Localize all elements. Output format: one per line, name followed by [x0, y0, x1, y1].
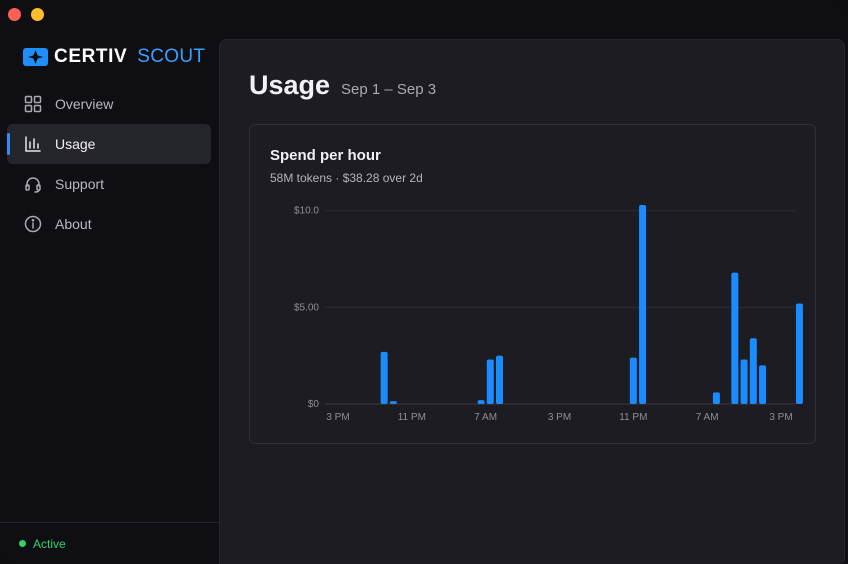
y-tick-label: $0 — [308, 399, 320, 410]
grid-icon — [23, 94, 43, 114]
card-title: Spend per hour — [270, 147, 381, 164]
brand-product: SCOUT — [137, 46, 206, 67]
status-bar: Active — [0, 522, 219, 564]
bar — [740, 359, 748, 404]
bar — [749, 338, 757, 404]
status-indicator — [19, 540, 26, 547]
x-tick-label: 11 PM — [398, 412, 426, 423]
sidebar-item-usage[interactable]: Usage — [7, 124, 211, 164]
sidebar-item-overview[interactable]: Overview — [7, 84, 211, 124]
bar — [712, 392, 720, 404]
bar — [380, 351, 388, 404]
bar-chart-icon — [23, 134, 43, 154]
sidebar: CERTIV SCOUT Overview Usage — [0, 0, 219, 564]
sidebar-item-about[interactable]: About — [7, 204, 211, 244]
certiv-logo-icon — [23, 48, 48, 66]
brand-name: CERTIV — [54, 46, 128, 67]
sidebar-item-support[interactable]: Support — [7, 164, 211, 204]
page-title: Usage — [249, 70, 331, 100]
sidebar-item-label: Usage — [55, 136, 96, 152]
window-controls — [8, 8, 44, 21]
brand: CERTIV SCOUT — [23, 46, 205, 68]
bar — [477, 400, 485, 404]
bar — [496, 355, 504, 404]
sidebar-item-label: Support — [55, 176, 105, 192]
minimize-window-button[interactable] — [31, 8, 44, 21]
info-icon — [23, 214, 43, 234]
x-tick-label: 3 PM — [548, 412, 571, 423]
spend-bar-chart: $10.0 $5.00 $0 3 PM 11 PM 7 AM 3 PM 11 PM 7 AM 3 … — [294, 205, 803, 423]
x-tick-label: 3 PM — [769, 412, 792, 423]
bar — [731, 272, 739, 404]
headset-icon — [23, 174, 43, 194]
x-tick-label: 7 AM — [696, 412, 719, 423]
bar — [759, 365, 767, 404]
y-tick-label: $10.0 — [294, 206, 319, 217]
x-tick-label: 7 AM — [474, 412, 497, 423]
bar — [629, 357, 637, 404]
x-tick-label: 11 PM — [619, 412, 647, 423]
spend-chart-card: Spend per hour 58M tokens · $38.28 over … — [249, 124, 816, 444]
bar — [486, 359, 494, 404]
bar — [795, 303, 803, 404]
date-range: Sep 1 – Sep 3 — [341, 81, 437, 98]
bar — [389, 401, 397, 404]
close-window-button[interactable] — [8, 8, 21, 21]
x-tick-label: 3 PM — [326, 412, 349, 423]
sidebar-item-label: Overview — [55, 96, 114, 112]
card-subtitle: 58M tokens · $38.28 over 2d — [270, 171, 423, 185]
main-panel: Usage Sep 1 – Sep 3 Spend per hour 58M t… — [219, 39, 845, 564]
sidebar-nav: Overview Usage Support — [7, 84, 211, 244]
status-label: Active — [33, 536, 66, 551]
y-tick-label: $5.00 — [294, 302, 319, 313]
sidebar-item-label: About — [55, 216, 92, 232]
bar — [639, 205, 647, 404]
